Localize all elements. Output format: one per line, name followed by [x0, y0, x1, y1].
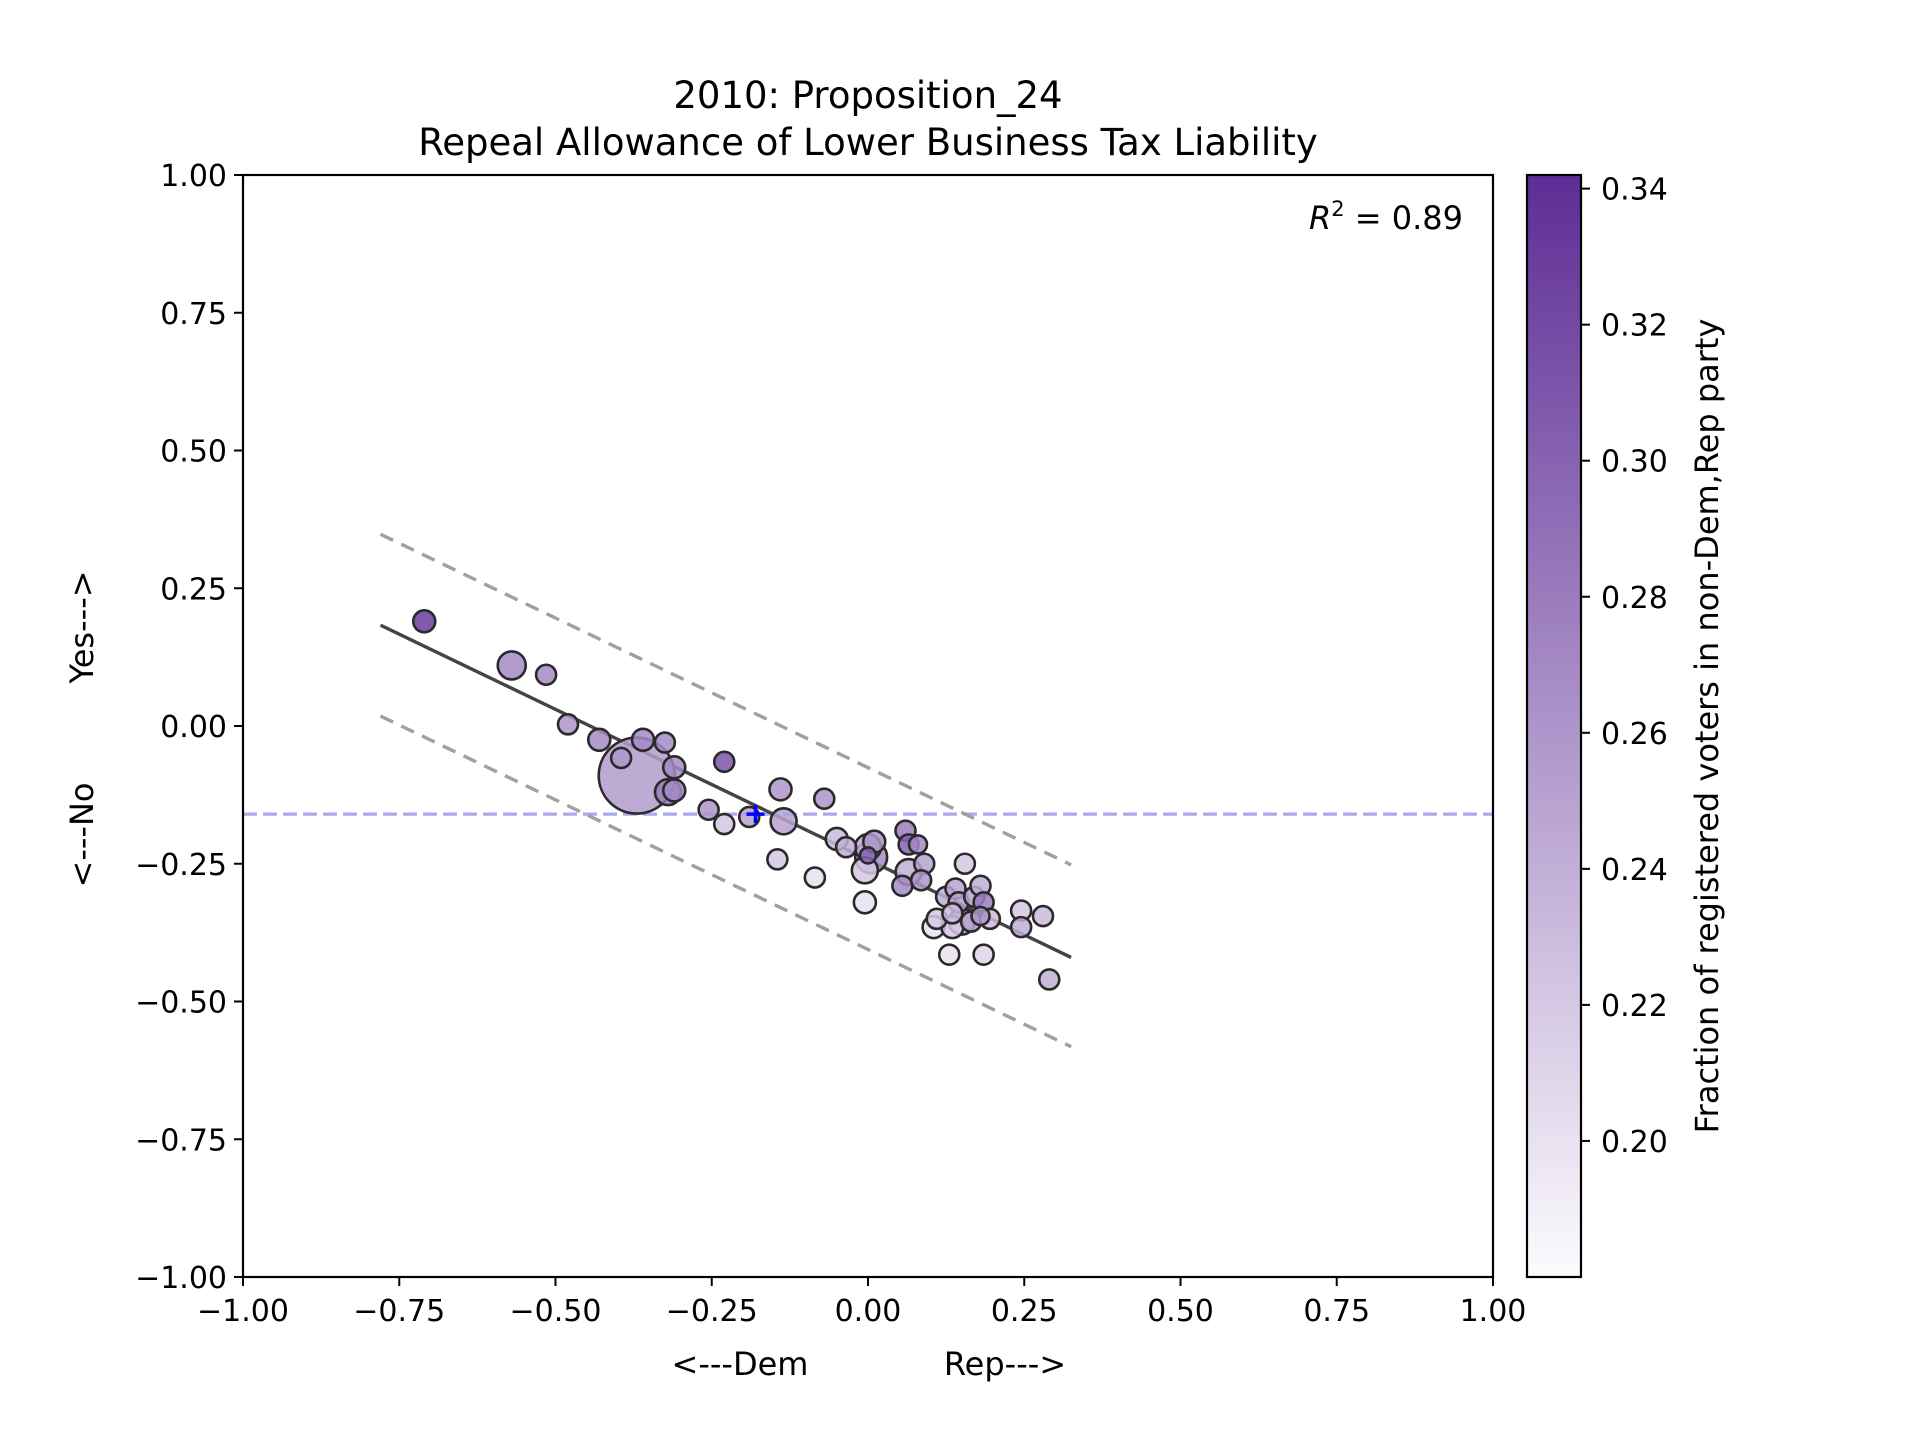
- r-squared-value: = 0.89: [1345, 199, 1463, 237]
- data-point: [653, 731, 677, 754]
- data-point: [834, 835, 858, 859]
- data-point: [769, 807, 798, 836]
- data-point: [630, 727, 656, 753]
- data-points-group: [411, 609, 1061, 991]
- y-tick-label: −0.25: [135, 848, 227, 883]
- y-tick-label: −0.75: [135, 1123, 227, 1158]
- colorbar-tick-label: 0.20: [1601, 1125, 1668, 1160]
- data-point: [1037, 968, 1061, 991]
- data-point: [852, 890, 878, 915]
- lower-band-line: [379, 714, 1072, 1049]
- chart-subtitle: Repeal Allowance of Lower Business Tax L…: [418, 121, 1318, 164]
- data-point: [534, 663, 558, 687]
- y-tick-label: 0.50: [160, 435, 227, 470]
- r-squared-superscript: 2: [1331, 197, 1344, 221]
- colorbar-tick-label: 0.24: [1601, 853, 1668, 888]
- y-tick-label: 0.25: [160, 572, 227, 607]
- y-axis-label-no: <---No: [63, 783, 101, 888]
- data-point: [858, 846, 878, 865]
- x-tick-label: −0.25: [666, 1294, 758, 1329]
- data-point: [941, 902, 964, 925]
- y-axis-label-yes: Yes--->: [63, 570, 101, 684]
- y-tick-label: −1.00: [135, 1261, 227, 1296]
- data-point: [937, 943, 961, 966]
- colorbar-tick-label: 0.22: [1601, 989, 1668, 1024]
- colorbar-label: Fraction of registered voters in non-Dem…: [1688, 319, 1726, 1134]
- colorbar-tick-label: 0.28: [1601, 581, 1668, 616]
- data-point: [411, 609, 437, 634]
- y-tick-label: −0.50: [135, 986, 227, 1021]
- data-point: [496, 650, 528, 681]
- chart-title: 2010: Proposition_24: [673, 74, 1062, 117]
- y-tick-label: 1.00: [160, 159, 227, 194]
- x-tick-label: −0.50: [510, 1294, 602, 1329]
- x-tick-label: 0.25: [991, 1294, 1058, 1329]
- data-point: [1031, 904, 1055, 928]
- data-point: [556, 713, 580, 736]
- y-tick-label: 0.75: [160, 297, 227, 332]
- colorbar-tick-label: 0.34: [1601, 173, 1668, 208]
- colorbar-tick-label: 0.26: [1601, 717, 1668, 752]
- x-tick-label: −1.00: [197, 1294, 289, 1329]
- data-point: [766, 848, 789, 871]
- x-axis-ticks: −1.00 −0.75 −0.50 −0.25 0.00 0.25 0.50 0.75 1.00: [197, 1277, 1526, 1329]
- colorbar-ticks: 0.20 0.22 0.24 0.26 0.28 0.30 0.32 0.34: [1581, 173, 1668, 1160]
- data-point: [970, 905, 991, 927]
- y-tick-label: 0.00: [160, 710, 227, 745]
- data-point: [812, 787, 836, 811]
- r-squared-symbol: R: [1309, 199, 1331, 237]
- colorbar: [1525, 173, 1583, 1279]
- fit-lines-group: [379, 532, 1072, 1049]
- statewide-marker-group: [746, 805, 765, 824]
- x-tick-label: 0.50: [1147, 1294, 1214, 1329]
- x-tick-label: 1.00: [1460, 1294, 1527, 1329]
- data-point: [586, 727, 612, 753]
- plot-frame: [241, 173, 1495, 1279]
- colorbar-tick-label: 0.30: [1601, 445, 1668, 480]
- data-point: [609, 746, 633, 770]
- colorbar-tick-label: 0.32: [1601, 309, 1668, 344]
- data-point: [1009, 915, 1033, 939]
- x-tick-label: −0.75: [353, 1294, 445, 1329]
- data-point: [909, 868, 933, 892]
- data-point: [803, 866, 827, 889]
- y-axis-ticks: −1.00 −0.75 −0.50 −0.25 0.00 0.25 0.50 0.75 1.00: [135, 159, 243, 1296]
- x-axis-label-rep: Rep--->: [944, 1345, 1066, 1383]
- data-point: [697, 798, 720, 822]
- upper-band-line: [379, 532, 1072, 867]
- data-point: [972, 943, 995, 966]
- x-tick-label: 0.75: [1303, 1294, 1370, 1329]
- data-point: [712, 812, 736, 836]
- r-squared-annotation: R2 = 0.89: [1309, 197, 1463, 237]
- data-point: [661, 755, 687, 780]
- data-point: [712, 750, 736, 774]
- x-axis-label-dem: <---Dem: [672, 1345, 809, 1383]
- statewide-marker: [746, 805, 765, 824]
- data-point: [907, 834, 929, 855]
- data-point: [661, 778, 687, 803]
- data-point: [768, 777, 793, 802]
- data-point: [891, 874, 914, 898]
- x-tick-label: 0.00: [835, 1294, 902, 1329]
- data-point: [953, 852, 977, 876]
